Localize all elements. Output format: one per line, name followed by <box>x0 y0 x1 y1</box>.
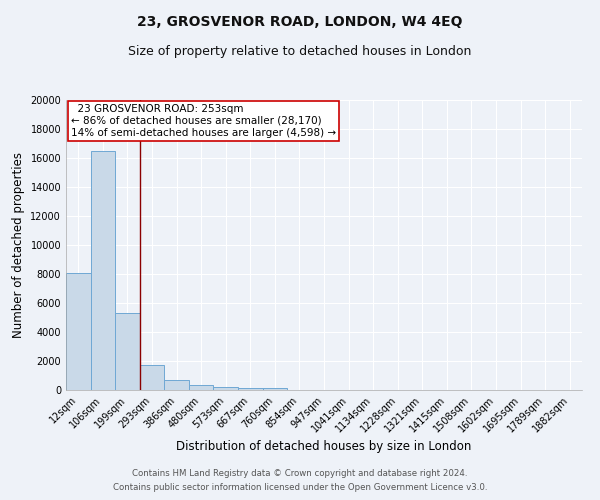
Bar <box>91 151 115 390</box>
Bar <box>214 387 238 390</box>
Bar <box>140 364 164 390</box>
Bar <box>189 385 214 390</box>
Bar <box>66 272 91 390</box>
Bar <box>238 388 263 390</box>
Text: Contains public sector information licensed under the Open Government Licence v3: Contains public sector information licen… <box>113 484 487 492</box>
Text: Contains HM Land Registry data © Crown copyright and database right 2024.: Contains HM Land Registry data © Crown c… <box>132 468 468 477</box>
Text: 23, GROSVENOR ROAD, LONDON, W4 4EQ: 23, GROSVENOR ROAD, LONDON, W4 4EQ <box>137 15 463 29</box>
Text: 23 GROSVENOR ROAD: 253sqm
← 86% of detached houses are smaller (28,170)
14% of s: 23 GROSVENOR ROAD: 253sqm ← 86% of detac… <box>71 104 336 138</box>
Y-axis label: Number of detached properties: Number of detached properties <box>12 152 25 338</box>
Text: Size of property relative to detached houses in London: Size of property relative to detached ho… <box>128 45 472 58</box>
Bar <box>115 313 140 390</box>
X-axis label: Distribution of detached houses by size in London: Distribution of detached houses by size … <box>176 440 472 452</box>
Bar <box>263 388 287 390</box>
Bar <box>164 380 189 390</box>
